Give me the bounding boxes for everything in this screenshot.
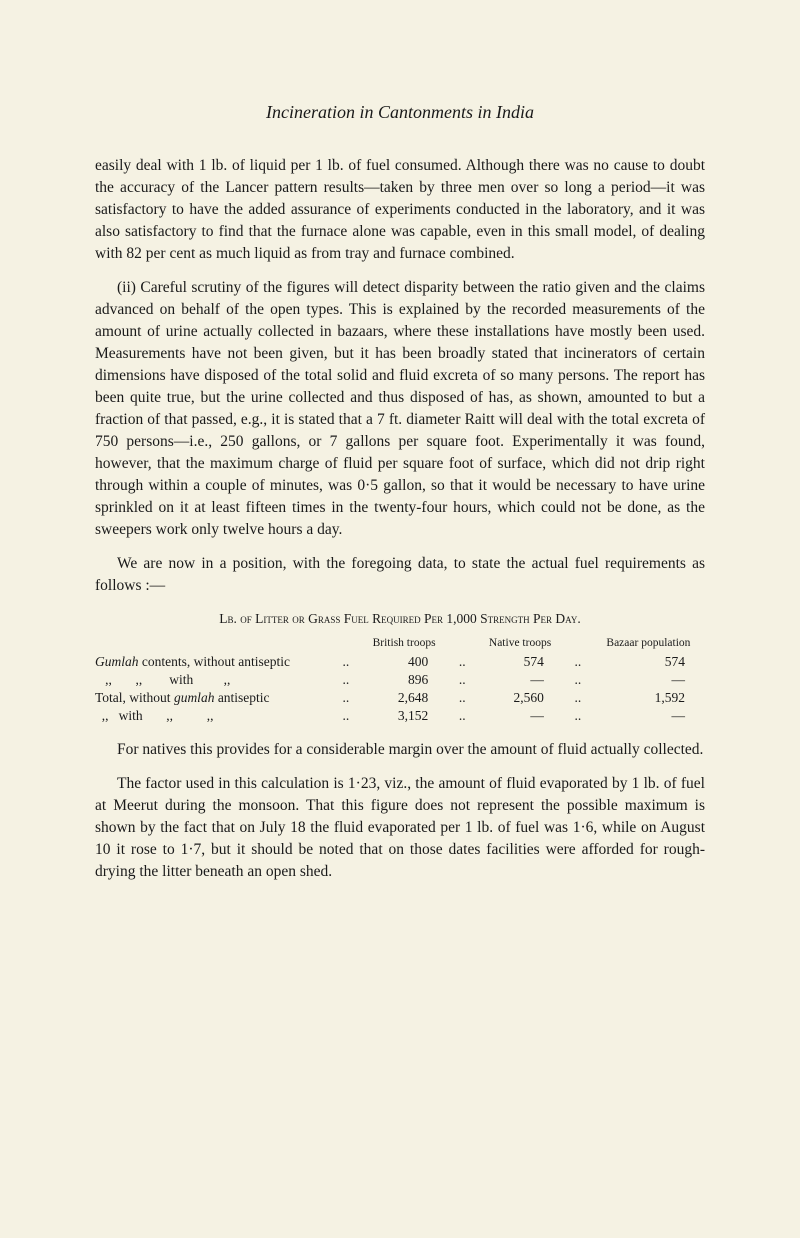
page-title: Incineration in Cantonments in India xyxy=(95,102,705,123)
table-header-dots xyxy=(332,635,360,653)
table-cell-value: 574 xyxy=(592,653,705,671)
table-cell-dots: .. xyxy=(448,689,476,707)
table-row: Gumlah contents, without antiseptic .. 4… xyxy=(95,653,705,671)
table-cell-value: 2,560 xyxy=(476,689,564,707)
table-cell-label: Gumlah contents, without antiseptic xyxy=(95,653,332,671)
table-row: ,, with ,, ,, .. 3,152 .. — .. — xyxy=(95,707,705,725)
table-header-row: British troops Native troops Bazaar popu… xyxy=(95,635,705,653)
table-cell-value: 3,152 xyxy=(360,707,448,725)
table-cell-value: 1,592 xyxy=(592,689,705,707)
table-cell-dots: .. xyxy=(448,671,476,689)
table-header-bazaar: Bazaar population xyxy=(592,635,705,653)
table-cell-dots: .. xyxy=(564,653,592,671)
table-cell-value: — xyxy=(592,707,705,725)
table-header-dots xyxy=(564,635,592,653)
paragraph-3: We are now in a position, with the foreg… xyxy=(95,553,705,597)
table-cell-dots: .. xyxy=(564,671,592,689)
table-cell-label: ,, ,, with ,, xyxy=(95,671,332,689)
table-cell-dots: .. xyxy=(448,653,476,671)
table-header-label xyxy=(95,635,332,653)
paragraph-5: The factor used in this calculation is 1… xyxy=(95,773,705,883)
table-row: Total, without gumlah antiseptic .. 2,64… xyxy=(95,689,705,707)
table-cell-label: ,, with ,, ,, xyxy=(95,707,332,725)
table-cell-dots: .. xyxy=(448,707,476,725)
table-cell-value: 400 xyxy=(360,653,448,671)
paragraph-1: easily deal with 1 lb. of liquid per 1 l… xyxy=(95,155,705,265)
fuel-requirements-table: British troops Native troops Bazaar popu… xyxy=(95,635,705,725)
paragraph-4: For natives this provides for a consider… xyxy=(95,739,705,761)
table-cell-label: Total, without gumlah antiseptic xyxy=(95,689,332,707)
table-header-british: British troops xyxy=(360,635,448,653)
table-cell-value: 896 xyxy=(360,671,448,689)
table-cell-dots: .. xyxy=(332,707,360,725)
table-cell-dots: .. xyxy=(332,689,360,707)
table-row: ,, ,, with ,, .. 896 .. — .. — xyxy=(95,671,705,689)
paragraph-2: (ii) Careful scrutiny of the figures wil… xyxy=(95,277,705,541)
table-cell-dots: .. xyxy=(564,707,592,725)
table-cell-value: — xyxy=(476,671,564,689)
table-cell-value: 2,648 xyxy=(360,689,448,707)
table-cell-dots: .. xyxy=(332,671,360,689)
table-cell-dots: .. xyxy=(332,653,360,671)
table-header-native: Native troops xyxy=(476,635,564,653)
table-caption: Lb. of Litter or Grass Fuel Required Per… xyxy=(95,611,705,627)
table-cell-value: 574 xyxy=(476,653,564,671)
table-cell-value: — xyxy=(476,707,564,725)
table-cell-value: — xyxy=(592,671,705,689)
table-cell-dots: .. xyxy=(564,689,592,707)
table-header-dots xyxy=(448,635,476,653)
